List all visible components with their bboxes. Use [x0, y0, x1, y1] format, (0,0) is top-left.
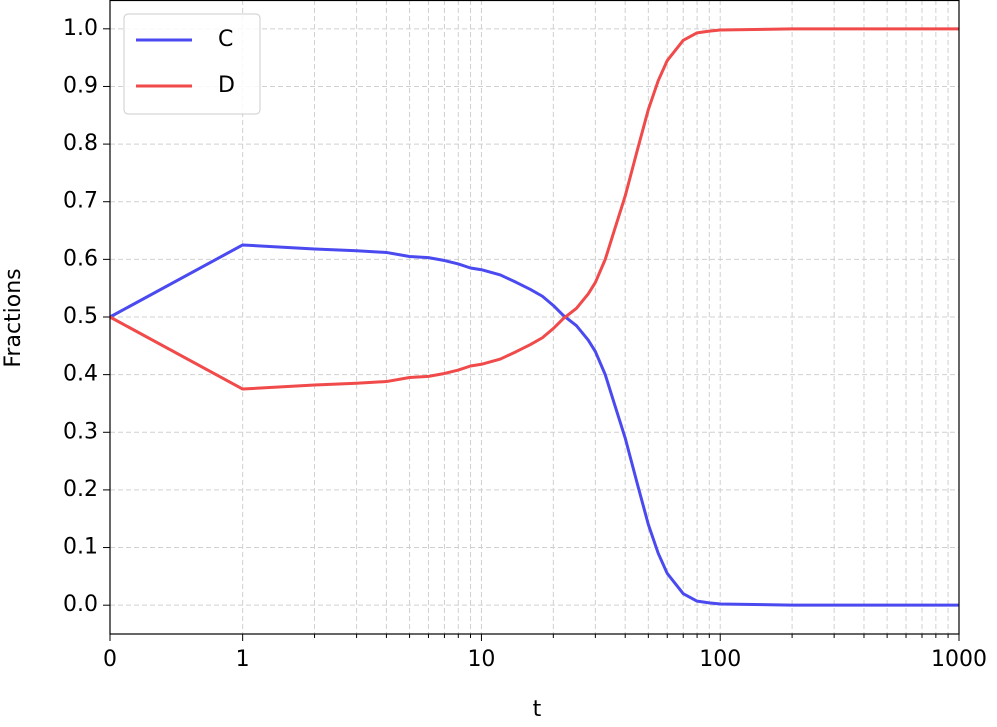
x-tick-label: 1 [236, 647, 250, 672]
legend-box [123, 13, 261, 115]
x-tick-label: 0 [103, 647, 117, 672]
legend-label: C [218, 27, 233, 52]
series-line [109, 27, 959, 391]
y-tick-label: 0.3 [63, 419, 98, 444]
y-tick-label: 0.7 [63, 189, 98, 214]
y-tick-label: 0.0 [63, 592, 98, 617]
x-tick-label: 1000 [931, 647, 987, 672]
x-tick-label: 10 [467, 647, 495, 672]
y-tick-label: 0.4 [63, 362, 98, 387]
x-axis-label: t [533, 697, 542, 722]
y-tick-label: 0.1 [63, 535, 98, 560]
plot-frame [109, 0, 960, 635]
y-tick-label: 0.9 [63, 73, 98, 98]
y-tick-label: 0.5 [63, 304, 98, 329]
y-tick-label: 0.8 [63, 131, 98, 156]
legend-label: D [218, 73, 235, 98]
y-tick-label: 0.2 [63, 477, 98, 502]
series-line [109, 243, 959, 607]
x-tick-label: 100 [699, 647, 741, 672]
y-tick-label: 0.6 [63, 246, 98, 271]
y-tick-label: 1.0 [63, 16, 98, 41]
y-axis-label: Fractions [1, 268, 26, 367]
